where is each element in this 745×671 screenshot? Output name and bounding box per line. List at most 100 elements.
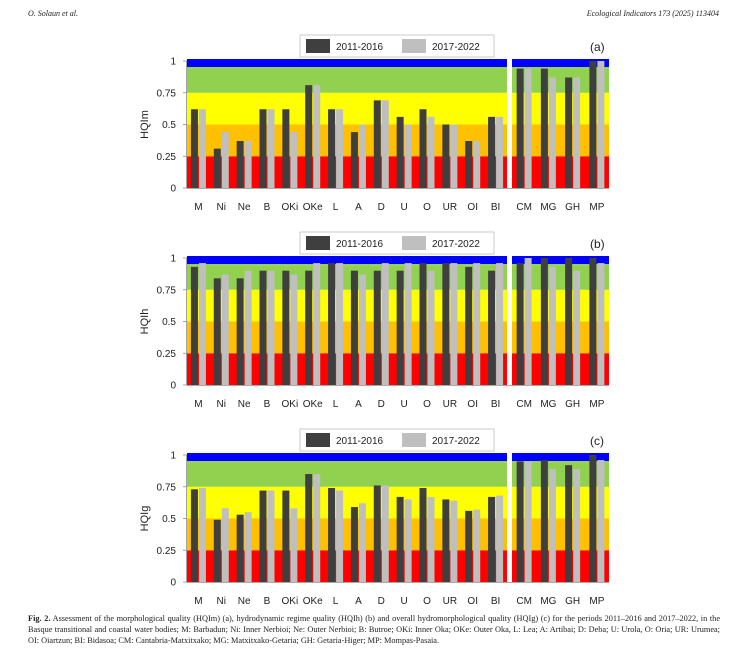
- figure-caption: Fig. 2. Assessment of the morphological …: [28, 614, 720, 647]
- x-tick-label: UR: [443, 202, 457, 213]
- legend: 2011-2016 2017-2022: [299, 428, 495, 452]
- band-poor: [187, 124, 507, 157]
- band-poor: [187, 321, 507, 354]
- bar-2017-2022-A: [358, 274, 366, 385]
- caption-label: Fig. 2.: [28, 614, 51, 623]
- bar-2011-2016-A: [350, 132, 358, 188]
- bar-2017-2022-Ne: [244, 141, 252, 188]
- y-tick-label: 0.75: [157, 285, 177, 296]
- bar-2017-2022-B: [267, 490, 275, 582]
- bar-2017-2022-MG: [548, 77, 556, 188]
- bar-2011-2016-GH: [565, 258, 573, 385]
- bar-2011-2016-M: [190, 109, 198, 188]
- legend-label: 2011-2016: [336, 436, 384, 447]
- bar-2011-2016-B: [259, 490, 267, 582]
- bar-2017-2022-UR: [450, 500, 458, 582]
- caption-text: Assessment of the morphological quality …: [28, 614, 720, 645]
- x-tick-label: OI: [467, 596, 478, 607]
- running-header-authors: O. Solaun et al.: [28, 9, 78, 18]
- x-tick-label: D: [378, 399, 385, 410]
- bar-2011-2016-CM: [516, 68, 524, 188]
- legend: 2011-2016 2017-2022: [299, 231, 495, 255]
- bar-2017-2022-Ne: [244, 270, 252, 385]
- y-axis-title: HQIm: [139, 110, 151, 139]
- bar-2011-2016-M: [190, 266, 198, 385]
- bar-2017-2022-OI: [473, 263, 481, 385]
- y-tick-label: 1: [170, 254, 176, 265]
- x-tick-label: D: [378, 202, 385, 213]
- x-tick-label: OKi: [282, 596, 299, 607]
- bar-2017-2022-L: [336, 263, 344, 385]
- bar-2011-2016-OKe: [305, 474, 313, 582]
- y-tick-label: 1: [170, 451, 176, 462]
- bar-2011-2016-B: [259, 109, 267, 188]
- bar-2011-2016-U: [396, 116, 404, 188]
- x-tick-label: A: [355, 596, 362, 607]
- bar-2017-2022-MG: [548, 266, 556, 385]
- y-axis-title: HQIh: [139, 309, 151, 335]
- bar-2011-2016-L: [328, 263, 336, 385]
- bar-2017-2022-MP: [597, 460, 605, 582]
- bar-2017-2022-O: [427, 116, 435, 188]
- band-high: [512, 256, 609, 264]
- legend-swatch: [402, 433, 426, 447]
- bar-2011-2016-OI: [465, 141, 473, 188]
- x-tick-label: OKe: [303, 596, 323, 607]
- x-tick-label: O: [423, 399, 431, 410]
- x-tick-label: L: [333, 202, 339, 213]
- band-good: [187, 68, 507, 93]
- x-tick-label: UR: [443, 399, 457, 410]
- x-tick-label: OKi: [282, 202, 299, 213]
- x-tick-label: U: [401, 202, 408, 213]
- bar-2017-2022-A: [358, 124, 366, 188]
- bar-2017-2022-U: [404, 124, 412, 188]
- bar-2017-2022-M: [198, 263, 206, 385]
- bar-2011-2016-CM: [516, 461, 524, 582]
- y-tick-label: 1: [170, 57, 176, 68]
- x-tick-label: BI: [491, 202, 500, 213]
- y-tick-label: 0: [170, 184, 176, 195]
- band-high: [512, 59, 609, 67]
- legend: 2011-2016 2017-2022: [299, 34, 495, 58]
- x-tick-label: O: [423, 596, 431, 607]
- x-tick-label: O: [423, 202, 431, 213]
- panel-label: (c): [590, 434, 604, 448]
- bar-2011-2016-CM: [516, 263, 524, 385]
- group-separator: [507, 256, 512, 385]
- bar-2017-2022-MG: [548, 468, 556, 582]
- bar-2017-2022-UR: [450, 263, 458, 385]
- bar-2011-2016-Ne: [236, 141, 244, 188]
- bar-2011-2016-D: [373, 100, 381, 188]
- bar-2017-2022-OKi: [290, 274, 298, 385]
- x-tick-label: M: [194, 202, 202, 213]
- bar-2017-2022-M: [198, 488, 206, 582]
- x-tick-label: OKe: [303, 399, 323, 410]
- y-tick-label: 0.5: [162, 120, 176, 131]
- bar-2011-2016-O: [419, 488, 427, 582]
- y-tick-label: 0.75: [157, 482, 177, 493]
- bar-2017-2022-L: [336, 490, 344, 582]
- x-tick-label: B: [264, 399, 271, 410]
- bar-2017-2022-Ni: [221, 274, 229, 385]
- bar-2011-2016-D: [373, 270, 381, 385]
- bar-2017-2022-U: [404, 263, 412, 385]
- band-high: [512, 453, 609, 461]
- x-tick-label: MP: [589, 596, 604, 607]
- bar-2017-2022-D: [381, 263, 389, 385]
- bar-2011-2016-A: [350, 270, 358, 385]
- bar-2011-2016-MP: [589, 455, 597, 582]
- bar-2017-2022-OKi: [290, 508, 298, 582]
- group-separator: [507, 453, 512, 582]
- bar-2011-2016-MP: [589, 258, 597, 385]
- x-tick-label: CM: [516, 202, 532, 213]
- panel-c: 0 0.25 0.5 0.75 1 HQIg M Ni Ne B OKi OKe L A D U O UR OI BI…: [0, 425, 745, 615]
- bar-2011-2016-BI: [488, 270, 496, 385]
- bar-2011-2016-UR: [442, 499, 450, 582]
- legend-frame: [299, 231, 495, 255]
- band-good: [187, 265, 507, 290]
- bar-2017-2022-OKe: [313, 474, 321, 582]
- bar-2011-2016-OI: [465, 266, 473, 385]
- y-tick-label: 0.75: [157, 88, 177, 99]
- bar-2011-2016-L: [328, 109, 336, 188]
- y-tick-label: 0.5: [162, 317, 176, 328]
